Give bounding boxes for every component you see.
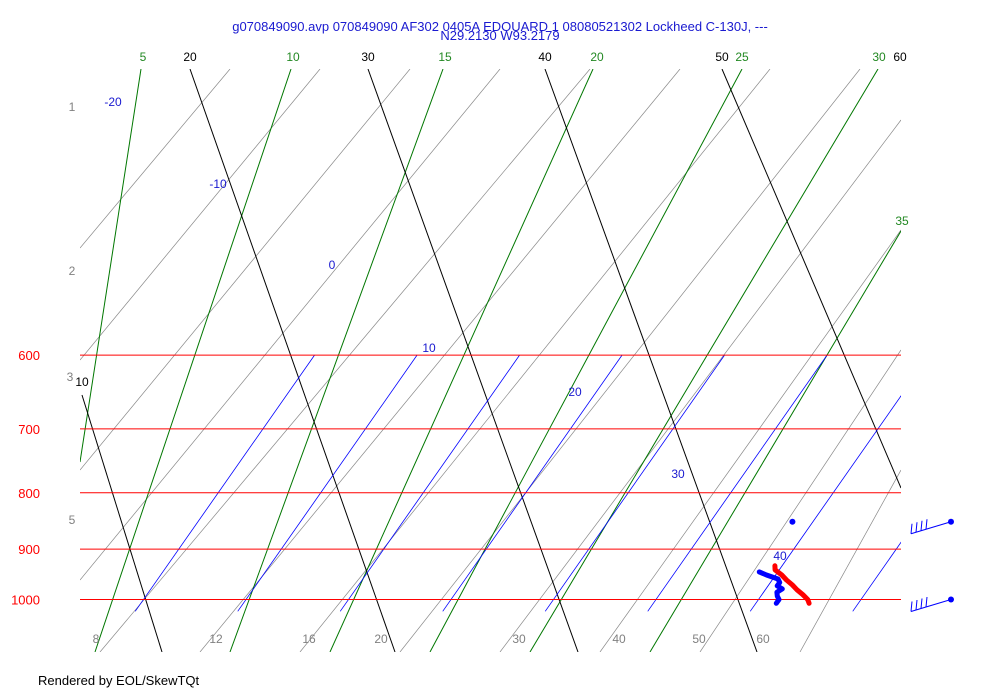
- dry-adiabat-label: 60: [893, 50, 907, 64]
- mixing-ratio-line: [299, 69, 771, 652]
- isotherm-label: 10: [422, 341, 436, 355]
- moist-adiabat-label: 15: [438, 50, 452, 64]
- isobar-lines: [80, 354, 901, 600]
- mixing-ratio-line: [399, 69, 861, 652]
- altitude-label: 3: [67, 370, 74, 384]
- moist-adiabat-line: [329, 69, 594, 652]
- mixing-ratio-label: 40: [612, 632, 626, 646]
- dewpoint-trace: [756, 569, 785, 606]
- dry-adiabat-label: 50: [715, 50, 729, 64]
- pressure-label: 900: [18, 542, 40, 557]
- mixing-ratio-label: 60: [756, 632, 770, 646]
- dry-adiabat-line: [721, 69, 901, 489]
- moist-adiabat-line: [94, 69, 292, 652]
- chart-subtitle: N29.2130 W93.2179: [440, 28, 560, 43]
- isotherm-label: -20: [104, 95, 122, 109]
- mixing-ratio-line: [199, 69, 681, 652]
- moist-adiabat-line: [529, 69, 879, 652]
- mixing-ratio-line: [699, 349, 901, 652]
- dry-adiabat-line: [367, 69, 579, 652]
- pressure-label: 700: [18, 422, 40, 437]
- mixing-ratio-line: [80, 69, 411, 471]
- dry-adiabat-label: 20: [183, 50, 197, 64]
- moist-adiabat-label: 30: [872, 50, 886, 64]
- moist-adiabat-label: 10: [286, 50, 300, 64]
- mixing-ratio-line: [799, 469, 901, 652]
- isotherm-label: 0: [329, 258, 336, 272]
- mixing-ratio-line: [599, 229, 901, 652]
- isotherm-line: [955, 355, 1000, 611]
- mixing-ratio-label: 20: [374, 632, 388, 646]
- moist-adiabat-label: 20: [590, 50, 604, 64]
- isotherm-line: [544, 354, 725, 612]
- mixing-ratio-label: 50: [692, 632, 706, 646]
- wind-barbs: [910, 518, 954, 612]
- isotherm-line: [852, 541, 901, 612]
- chart-grid: [80, 69, 1000, 652]
- temperature-trace: [772, 563, 812, 606]
- moist-adiabat-line: [429, 69, 743, 652]
- moist-adiabat-label: 35: [895, 214, 909, 228]
- moist-adiabat-label: 5: [140, 50, 147, 64]
- wind-barb: [910, 596, 954, 612]
- dry-adiabat-line: [81, 394, 163, 652]
- isotherm-label: 40: [773, 549, 787, 563]
- dry-adiabat-line: [544, 69, 758, 652]
- sounding-point: [789, 518, 796, 525]
- mixing-ratio-label: 16: [302, 632, 316, 646]
- pressure-label: 1000: [11, 593, 40, 608]
- pressure-label: 600: [18, 348, 40, 363]
- isotherm-line: [749, 395, 901, 612]
- dry-adiabat-line: [189, 69, 396, 652]
- dry-adiabat-label: 30: [361, 50, 375, 64]
- mixing-ratio-label: 30: [512, 632, 526, 646]
- mixing-ratio-line: [80, 69, 321, 361]
- altitude-label: 5: [69, 513, 76, 527]
- mixing-ratio-label: 12: [209, 632, 223, 646]
- mixing-ratio-line: [99, 69, 591, 652]
- chart-title: g070849090.avp 070849090 AF302 0405A EDO…: [232, 19, 768, 34]
- render-credit: Rendered by EOL/SkewTQt: [38, 673, 200, 688]
- isotherm-line: [647, 354, 828, 612]
- pressure-label: 800: [18, 486, 40, 501]
- altitude-label: 2: [69, 264, 76, 278]
- moist-adiabat-line: [229, 69, 444, 652]
- isotherm-line: [134, 354, 315, 612]
- dry-adiabat-label: 10: [75, 375, 89, 389]
- moist-adiabat-label: 25: [735, 50, 749, 64]
- mixing-ratio-line: [80, 69, 501, 581]
- mixing-ratio-line: [499, 119, 901, 652]
- moist-adiabat-line: [80, 69, 142, 463]
- isotherm-label: 20: [568, 385, 582, 399]
- altitude-label: 1: [69, 100, 76, 114]
- isotherm-line: [339, 354, 520, 612]
- isotherm-label: 30: [671, 467, 685, 481]
- wind-barb: [910, 518, 954, 535]
- isotherm-line: [237, 354, 418, 612]
- mixing-ratio-line: [80, 69, 231, 249]
- dry-adiabat-label: 40: [538, 50, 552, 64]
- isotherm-label: -10: [209, 177, 227, 191]
- isotherm-line: [442, 354, 623, 612]
- moist-adiabat-line: [649, 230, 901, 652]
- mixing-ratio-label: 8: [93, 632, 100, 646]
- sounding-traces: [756, 518, 812, 606]
